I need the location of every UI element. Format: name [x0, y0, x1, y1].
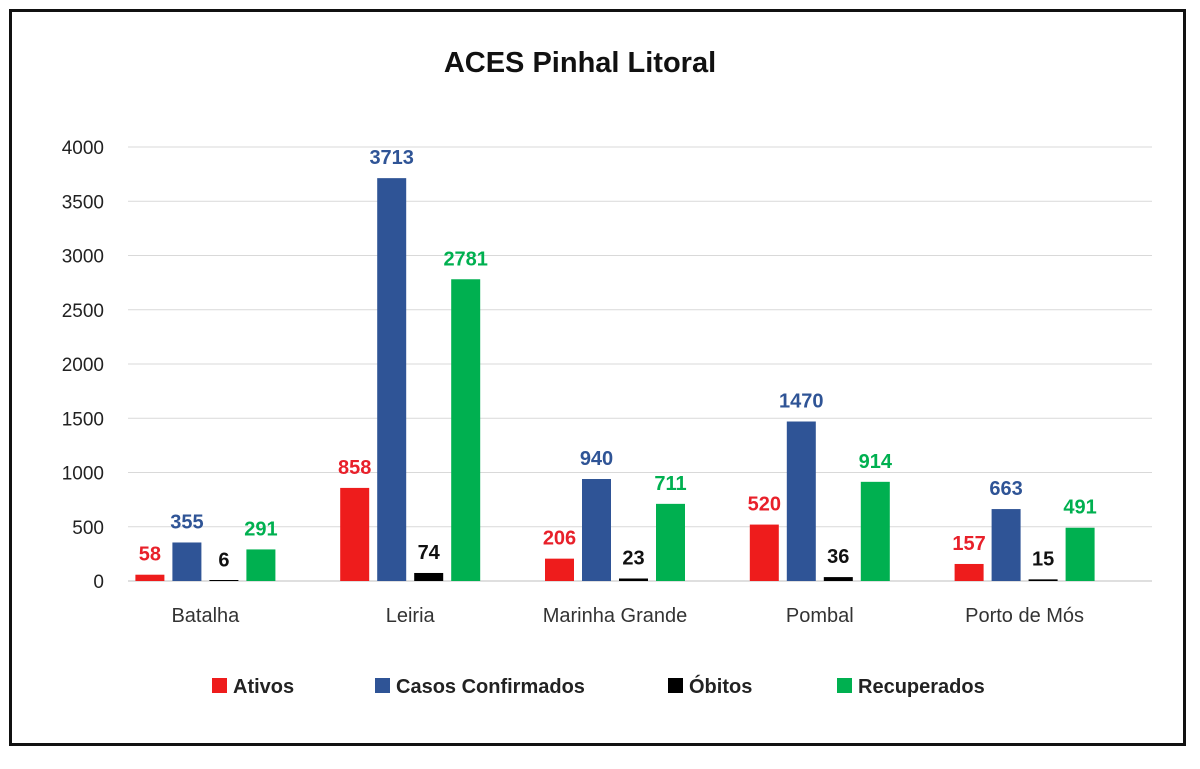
y-tick-label: 1500 [62, 409, 104, 430]
legend-label: Óbitos [689, 674, 752, 698]
data-label: 15 [1032, 548, 1054, 570]
data-label: 291 [244, 518, 277, 540]
data-label: 491 [1063, 497, 1096, 519]
y-tick-label: 3500 [62, 192, 104, 213]
bar-casos-confirmados-pombal [786, 421, 816, 581]
x-tick-label: Pombal [786, 605, 854, 627]
x-tick-label: Porto de Mós [965, 605, 1084, 627]
y-tick-label: 2500 [62, 301, 104, 322]
bar-ativos-leiria [340, 487, 370, 581]
data-label: 3713 [369, 147, 414, 169]
y-tick-label: 2000 [62, 355, 104, 376]
bar-ativos-pombal [749, 524, 779, 581]
bars [135, 178, 1095, 581]
x-tick-label: Leiria [386, 605, 436, 627]
bar-obitos-marinha-grande [619, 578, 648, 581]
y-tick-label: 1000 [62, 464, 104, 485]
data-label: 663 [989, 478, 1022, 500]
data-label: 157 [952, 533, 985, 555]
legend-label: Ativos [233, 676, 294, 698]
data-label: 36 [827, 546, 849, 568]
data-label: 6 [218, 549, 229, 571]
bar-ativos-batalha [135, 574, 165, 581]
bar-recuperados-batalha [246, 549, 276, 581]
bar-recuperados-marinha-grande [656, 503, 685, 581]
data-label: 74 [418, 542, 441, 564]
x-axis-ticks: Batalha Leiria Marinha Grande Pombal Porto d… [171, 605, 1084, 627]
data-label: 23 [622, 548, 644, 570]
legend: Ativos Casos Confirmados Óbitos Recuperados [212, 674, 985, 698]
legend-label: Casos Confirmados [396, 676, 585, 698]
bar-obitos-porto-de-mos [1028, 579, 1058, 581]
data-label: 206 [543, 528, 576, 550]
y-axis-ticks: 0 500 1000 1500 2000 2500 3000 3500 4000 [62, 138, 104, 593]
bar-obitos-leiria [414, 572, 444, 581]
data-label: 355 [170, 511, 203, 533]
data-label: 2781 [443, 248, 488, 270]
bar-recuperados-porto-de-mos [1065, 527, 1095, 581]
chart-title: ACES Pinhal Litoral [444, 47, 716, 79]
bar-ativos-porto-de-mos [954, 563, 984, 581]
data-label: 940 [580, 448, 613, 470]
legend-label: Recuperados [858, 676, 985, 698]
bar-casos-confirmados-batalha [172, 542, 202, 581]
bar-casos-confirmados-leiria [377, 178, 407, 581]
legend-swatch-ativos [212, 678, 227, 693]
data-label: 711 [654, 473, 686, 495]
data-label: 520 [748, 494, 781, 516]
bar-obitos-batalha [209, 580, 239, 581]
y-tick-label: 3000 [62, 247, 104, 268]
bar-recuperados-leiria [451, 279, 481, 581]
legend-swatch-casos-confirmados [375, 678, 390, 693]
chart-frame [9, 9, 1186, 746]
data-labels: 58 355 6 291 858 3713 74 2781 206 940 23 711 520 1470… [139, 147, 1097, 571]
legend-swatch-obitos [668, 678, 683, 693]
y-tick-label: 4000 [62, 138, 104, 159]
data-label: 58 [139, 544, 161, 566]
bar-recuperados-pombal [860, 481, 890, 581]
bar-ativos-marinha-grande [545, 558, 574, 581]
bar-obitos-pombal [823, 577, 853, 581]
data-label: 914 [859, 451, 893, 473]
y-tick-label: 500 [72, 518, 104, 539]
data-label: 858 [338, 457, 371, 479]
x-tick-label: Marinha Grande [543, 605, 688, 627]
bar-casos-confirmados-porto-de-mos [991, 509, 1021, 581]
data-label: 1470 [779, 391, 824, 413]
legend-swatch-recuperados [837, 678, 852, 693]
x-tick-label: Batalha [171, 605, 240, 627]
bar-casos-confirmados-marinha-grande [582, 479, 611, 581]
y-tick-label: 0 [93, 572, 104, 593]
